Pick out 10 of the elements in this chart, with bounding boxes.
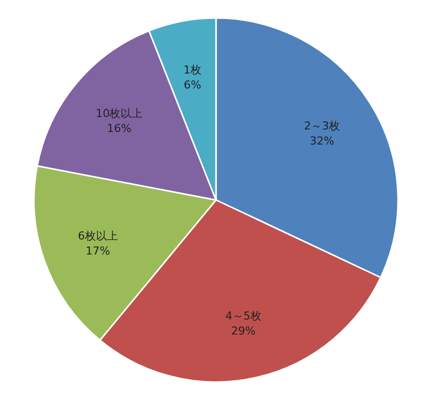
slice-label: 10枚以上 — [96, 106, 143, 120]
data-label: 32% — [310, 134, 334, 148]
data-label: 17% — [86, 244, 110, 258]
slice-label: 6枚以上 — [78, 230, 118, 243]
data-label: 16% — [107, 122, 132, 135]
slice-label: 2～3枚 — [304, 120, 340, 133]
data-label: 6% — [184, 78, 202, 92]
data-label: 29% — [231, 324, 256, 338]
slice-label: 4～5枚 — [225, 310, 262, 323]
slice-label: 1枚 — [183, 64, 202, 77]
